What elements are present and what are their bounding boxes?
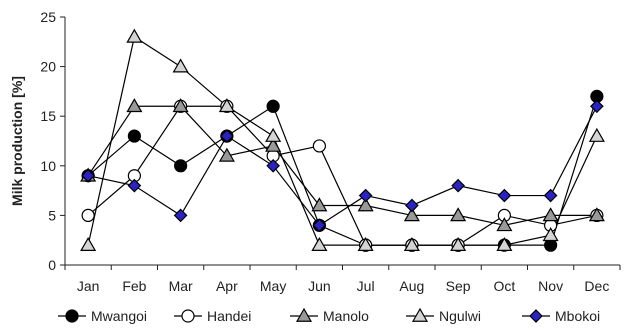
data-point — [496, 236, 513, 252]
x-tick-label: Sep — [446, 278, 471, 294]
x-tick-label: Jun — [308, 278, 331, 294]
series-points-manolo — [80, 98, 605, 232]
series-line — [87, 96, 598, 246]
data-point — [543, 188, 558, 203]
data-point — [450, 207, 467, 222]
legend-item: Handei — [174, 308, 251, 324]
series-points-handei — [81, 99, 604, 252]
series-points-mbokoi — [81, 99, 604, 233]
legend-label: Ngulwi — [439, 308, 481, 324]
data-point — [80, 236, 97, 252]
data-point — [588, 207, 605, 222]
series-layer — [80, 28, 605, 252]
x-tick-label: Jul — [357, 278, 375, 294]
y-ticks: 0 5 10 15 20 25 — [40, 9, 65, 273]
data-point — [312, 218, 327, 233]
x-tick-label: Feb — [122, 278, 146, 294]
data-point — [81, 208, 95, 222]
data-point — [542, 207, 559, 222]
x-tick-label: Jan — [77, 278, 100, 294]
series-line — [87, 106, 598, 227]
x-ticks: Jan Feb Mar Apr May Jun Jul Aug Sep Oct Nov Dec — [64, 265, 621, 294]
legend-item: Manolo — [290, 307, 369, 324]
legend-label: Mbokoi — [555, 308, 600, 324]
x-tick-label: May — [260, 278, 286, 294]
data-point — [265, 127, 282, 142]
data-point — [127, 129, 141, 143]
data-point — [126, 28, 143, 43]
legend-label: Mwangoi — [91, 308, 147, 324]
data-point — [218, 147, 235, 162]
y-tick-label: 0 — [48, 257, 56, 273]
legend-label: Manolo — [323, 308, 369, 324]
y-tick-label: 10 — [40, 158, 56, 174]
data-point — [358, 188, 373, 203]
data-point — [81, 168, 95, 183]
data-point — [405, 198, 419, 213]
legend-item: Ngulwi — [406, 307, 481, 324]
data-point — [451, 178, 465, 193]
x-tick-label: Aug — [399, 278, 424, 294]
x-tick-label: Oct — [493, 278, 515, 294]
series-ngulwi — [87, 35, 598, 246]
data-point — [172, 98, 189, 113]
series-mwangoi — [87, 96, 598, 246]
data-point — [126, 98, 143, 113]
data-point — [450, 236, 467, 252]
data-point — [312, 139, 326, 153]
series-points-ngulwi — [80, 28, 605, 252]
y-tick-label: 5 — [48, 207, 56, 223]
series-line — [87, 105, 598, 246]
x-tick-label: Dec — [584, 278, 609, 294]
series-handei — [87, 105, 598, 246]
series-line — [87, 105, 597, 226]
data-point — [403, 207, 420, 222]
data-point — [266, 99, 280, 113]
y-tick-label: 20 — [40, 59, 56, 75]
data-point — [311, 197, 328, 212]
series-points-mwangoi — [81, 89, 604, 252]
legend-marker — [181, 309, 195, 323]
legend-marker — [529, 309, 543, 323]
data-point — [357, 236, 374, 252]
data-point — [403, 236, 420, 252]
data-point — [127, 178, 142, 193]
series-manolo — [87, 105, 597, 226]
y-tick-label: 15 — [40, 108, 56, 124]
data-point — [220, 129, 234, 143]
legend: Mwangoi Handei Manolo Ngulwi Mbokoi — [58, 307, 600, 324]
legend-marker — [295, 307, 313, 322]
data-point — [357, 197, 374, 212]
x-tick-label: Mar — [169, 278, 193, 294]
data-point — [497, 188, 512, 203]
x-tick-label: Nov — [538, 278, 563, 294]
data-point — [174, 159, 188, 173]
legend-item: Mbokoi — [522, 308, 600, 324]
data-point — [265, 137, 282, 152]
axes — [64, 17, 620, 266]
y-tick-label: 25 — [40, 9, 56, 25]
legend-label: Handei — [207, 308, 251, 324]
data-point — [311, 236, 328, 252]
data-point — [496, 217, 513, 232]
data-point — [218, 98, 235, 113]
series-mbokoi — [87, 106, 598, 227]
legend-item: Mwangoi — [58, 308, 147, 324]
data-point — [542, 227, 559, 242]
data-point — [266, 158, 280, 173]
data-point — [173, 208, 188, 223]
series-line — [87, 35, 598, 246]
legend-marker — [411, 307, 429, 322]
legend-marker — [65, 309, 79, 323]
data-point — [172, 58, 189, 73]
y-axis-title: Milk production [%] — [9, 76, 25, 206]
data-point — [588, 127, 605, 142]
data-point — [590, 99, 604, 114]
x-tick-label: Apr — [216, 278, 238, 294]
